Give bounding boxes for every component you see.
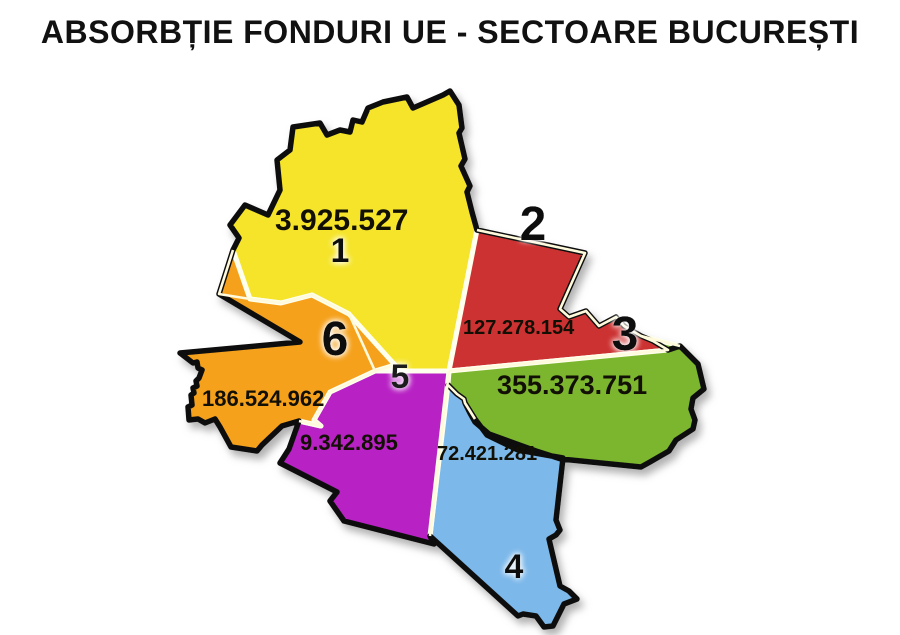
svg-text:355.373.751: 355.373.751 bbox=[497, 370, 647, 400]
svg-text:5: 5 bbox=[391, 358, 410, 396]
svg-text:1: 1 bbox=[331, 232, 350, 270]
svg-text:72.421.281: 72.421.281 bbox=[437, 443, 537, 465]
svg-text:3: 3 bbox=[612, 308, 639, 361]
svg-text:4: 4 bbox=[505, 548, 524, 586]
svg-text:2: 2 bbox=[520, 198, 547, 251]
svg-text:3.925.527: 3.925.527 bbox=[275, 204, 408, 237]
svg-text:6: 6 bbox=[322, 313, 349, 366]
svg-text:9.342.895: 9.342.895 bbox=[300, 430, 398, 455]
svg-text:186.524.962: 186.524.962 bbox=[202, 386, 324, 411]
svg-text:127.278.154: 127.278.154 bbox=[463, 317, 575, 339]
